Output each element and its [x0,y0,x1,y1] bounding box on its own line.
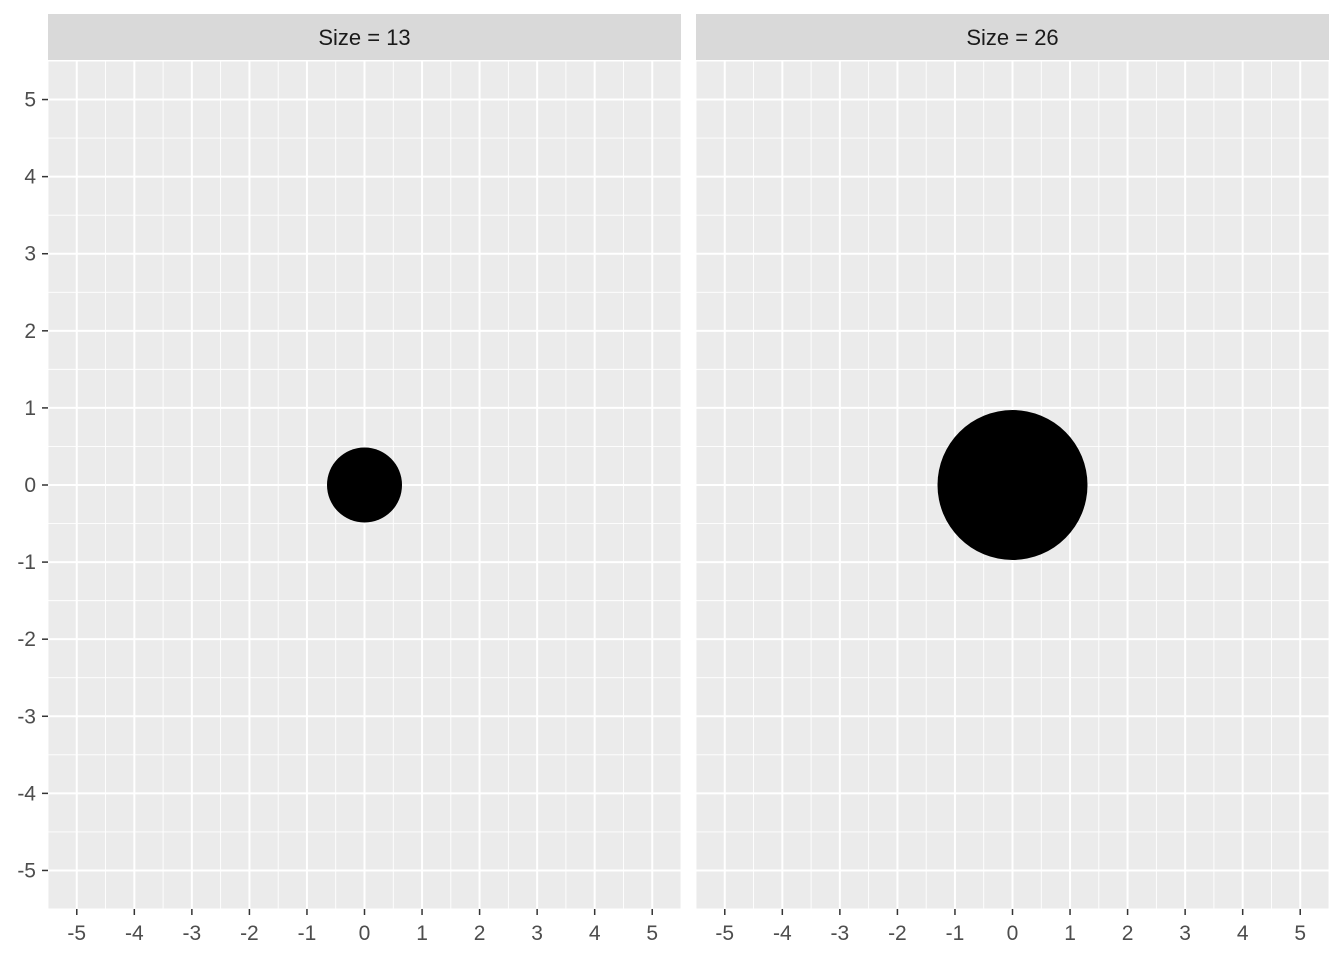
x-tick-label: 1 [1064,922,1076,945]
x-tick-label: 5 [646,922,658,945]
y-tick-label: -2 [17,628,36,651]
panel-strip-label: Size = 26 [966,25,1058,50]
x-tick-label: -2 [888,922,907,945]
panel-strip [696,14,1329,60]
y-tick-label: 0 [24,474,36,497]
x-tick-label: 0 [359,922,371,945]
x-tick-label: -3 [831,922,850,945]
x-tick-label: 4 [589,922,601,945]
x-tick-label: -5 [67,922,86,945]
x-tick-label: 2 [474,922,486,945]
x-tick-label: 2 [1122,922,1134,945]
x-tick-label: 3 [531,922,543,945]
x-tick-label: -3 [183,922,202,945]
x-tick-label: 0 [1007,922,1019,945]
y-tick-label: 2 [24,320,36,343]
x-tick-label: -5 [715,922,734,945]
x-tick-label: -1 [946,922,965,945]
data-point [937,410,1088,560]
panel-strip [48,14,681,60]
y-tick-label: 3 [24,243,36,266]
data-point [327,447,402,523]
x-tick-label: 4 [1237,922,1249,945]
x-tick-label: 5 [1294,922,1306,945]
y-tick-label: -3 [17,705,36,728]
panel-strip-label: Size = 13 [318,25,410,50]
x-tick-label: -1 [298,922,317,945]
x-tick-label: -4 [773,922,792,945]
x-tick-label: -2 [240,922,259,945]
y-tick-label: 4 [24,166,36,189]
x-tick-label: 3 [1179,922,1191,945]
y-tick-label: -5 [17,859,36,882]
y-tick-label: 5 [24,89,36,112]
x-tick-label: 1 [416,922,428,945]
x-tick-label: -4 [125,922,144,945]
y-tick-label: -4 [17,782,36,805]
y-tick-label: -1 [17,551,36,574]
y-tick-label: 1 [24,397,36,420]
